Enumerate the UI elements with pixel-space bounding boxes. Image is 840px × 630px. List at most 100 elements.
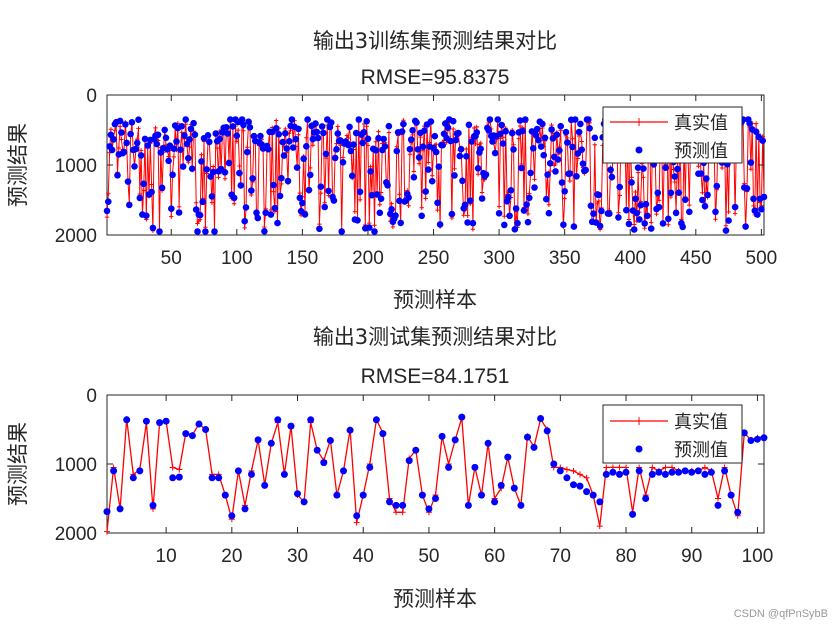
train-pred-point [367, 168, 374, 175]
train-pred-point [425, 166, 432, 173]
train-pred-point [242, 204, 250, 211]
test-pred-point [228, 512, 236, 520]
train-true-point [389, 201, 394, 206]
train-pred-point [170, 145, 178, 152]
train-pred-point [229, 123, 237, 130]
train-pred-point [644, 212, 651, 220]
train-true-point [473, 141, 478, 147]
test-pred-point [234, 467, 242, 475]
train-pred-point [196, 211, 204, 219]
train-true-point [279, 181, 284, 187]
train-pred-point [356, 188, 364, 196]
train-true-point [344, 133, 350, 138]
train-true-point [411, 169, 417, 174]
test-pred-point [510, 484, 518, 492]
train-pred-point [452, 136, 460, 144]
train-pred-point [254, 214, 262, 222]
train-true-point [713, 217, 718, 222]
train-pred-point [535, 136, 542, 144]
train-true-point [199, 152, 204, 157]
test-pred-point [681, 467, 689, 475]
train-pred-point [206, 138, 213, 146]
train-pred-point [116, 117, 124, 125]
train-pred-point [309, 135, 317, 143]
train-title: 输出3训练集预测结果对比 [313, 29, 557, 53]
train-pred-point [314, 134, 322, 142]
test-pred-point [445, 463, 453, 471]
test-pred-point [589, 491, 597, 499]
train-pred-point [465, 121, 473, 129]
train-pred-point [132, 145, 140, 153]
train-true-point [430, 173, 435, 178]
train-true-point [575, 156, 580, 161]
test-xtick-label: 10 [156, 546, 177, 567]
train-true-point [397, 192, 402, 197]
test-legend-pred-label: 预测值 [674, 440, 728, 461]
train-pred-point [186, 136, 193, 143]
train-pred-point [122, 121, 129, 128]
train-pred-point [642, 200, 650, 208]
train-pred-point [380, 135, 388, 143]
train-true-point [516, 136, 521, 141]
test-pred-point [353, 512, 361, 520]
train-pred-point [608, 173, 616, 181]
test-pred-point [188, 432, 196, 440]
train-pred-point [632, 195, 639, 203]
train-pred-point [524, 218, 532, 226]
train-pred-point [325, 187, 332, 195]
train-pred-point [191, 131, 199, 138]
train-pred-point [359, 139, 367, 147]
train-true-point [416, 161, 422, 166]
train-pred-point [286, 138, 293, 145]
train-pred-point [272, 125, 280, 132]
train-true-point [195, 221, 200, 226]
test-series [103, 413, 768, 535]
test-pred-point [123, 416, 131, 424]
test-pred-point [753, 435, 761, 443]
train-pred-point [199, 198, 206, 206]
train-pred-point [144, 142, 151, 149]
train-true-point [138, 148, 144, 153]
train-pred-point [532, 131, 540, 139]
train-pred-point [299, 199, 306, 207]
train-pred-point [321, 203, 329, 211]
train-pred-point [233, 132, 241, 139]
train-ylabel: 预测结果 [6, 123, 30, 207]
train-pred-point [427, 118, 435, 125]
test-pred-point [221, 491, 229, 499]
train-true-point [237, 163, 242, 169]
train-pred-point [506, 212, 513, 220]
train-true-point [365, 143, 371, 148]
train-pred-point [364, 135, 372, 143]
train-pred-point [518, 164, 525, 172]
train-pred-point [377, 195, 385, 202]
train-true-point [376, 129, 381, 134]
train-pred-point [126, 201, 133, 209]
train-pred-point [634, 164, 642, 171]
train-pred-point [224, 130, 231, 137]
train-true-point [475, 172, 481, 177]
train-pred-point [529, 145, 537, 152]
train-pred-point [156, 228, 163, 235]
train-true-point [553, 161, 558, 167]
train-pred-point [284, 177, 292, 185]
train-pred-point [422, 188, 430, 195]
test-pred-point [175, 473, 183, 481]
train-pred-point [392, 212, 399, 219]
train-pred-point [473, 129, 481, 136]
train-pred-point [135, 116, 142, 123]
train-pred-point [667, 189, 675, 197]
train-pred-point [296, 194, 304, 202]
test-pred-point [701, 470, 709, 478]
train-pred-point [261, 228, 268, 235]
train-true-point [617, 193, 622, 198]
train-pred-point [743, 185, 751, 192]
train-true-point [357, 197, 363, 203]
train-pred-point [203, 166, 210, 173]
train-pred-point [316, 225, 323, 233]
train-true-point [423, 196, 428, 201]
train-pred-point [257, 132, 264, 140]
test-xtick-label: 50 [418, 546, 439, 567]
test-xlabel: 预测样本 [393, 587, 477, 611]
train-true-point [723, 223, 729, 228]
